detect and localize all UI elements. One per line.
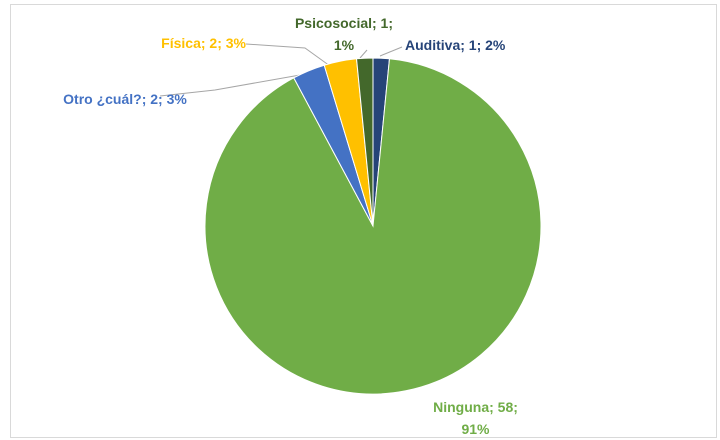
data-label: Ninguna; 58; 91% [433,399,518,437]
pie-slice [204,58,542,395]
data-label: Física; 2; 3% [161,35,246,51]
leader-line [359,49,368,59]
leader-line [159,74,301,97]
data-label: Psicosocial; 1; 1% [294,15,394,53]
data-label: Otro ¿cuál?; 2; 3% [63,91,187,107]
data-label: Auditiva; 1; 2% [405,37,506,53]
pie-slice [355,57,374,227]
leader-line [379,46,403,57]
leader-line [245,43,331,67]
